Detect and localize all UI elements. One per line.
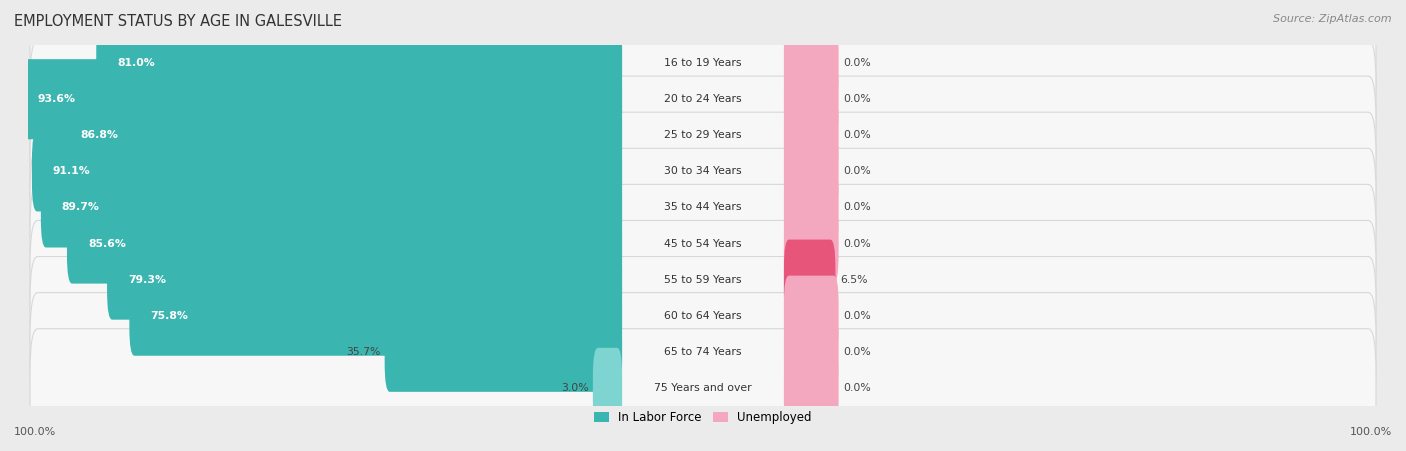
Text: Source: ZipAtlas.com: Source: ZipAtlas.com <box>1274 14 1392 23</box>
FancyBboxPatch shape <box>30 76 1376 194</box>
Legend: In Labor Force, Unemployed: In Labor Force, Unemployed <box>589 406 817 429</box>
Text: 55 to 59 Years: 55 to 59 Years <box>664 275 742 285</box>
FancyBboxPatch shape <box>59 95 621 175</box>
Text: 3.0%: 3.0% <box>561 383 588 393</box>
Text: 0.0%: 0.0% <box>844 166 870 176</box>
FancyBboxPatch shape <box>785 131 838 212</box>
FancyBboxPatch shape <box>785 276 838 356</box>
Text: 20 to 24 Years: 20 to 24 Years <box>664 94 742 104</box>
Text: 16 to 19 Years: 16 to 19 Years <box>664 58 742 68</box>
Text: 30 to 34 Years: 30 to 34 Years <box>664 166 742 176</box>
FancyBboxPatch shape <box>785 203 838 284</box>
FancyBboxPatch shape <box>785 348 838 428</box>
FancyBboxPatch shape <box>30 257 1376 375</box>
FancyBboxPatch shape <box>96 23 621 103</box>
FancyBboxPatch shape <box>785 312 838 392</box>
Text: 100.0%: 100.0% <box>14 428 56 437</box>
FancyBboxPatch shape <box>785 95 838 175</box>
FancyBboxPatch shape <box>385 312 621 392</box>
FancyBboxPatch shape <box>30 148 1376 267</box>
FancyBboxPatch shape <box>41 167 621 248</box>
FancyBboxPatch shape <box>785 239 835 320</box>
Text: 0.0%: 0.0% <box>844 202 870 212</box>
Text: 25 to 29 Years: 25 to 29 Years <box>664 130 742 140</box>
Text: 0.0%: 0.0% <box>844 347 870 357</box>
FancyBboxPatch shape <box>785 23 838 103</box>
Text: 0.0%: 0.0% <box>844 311 870 321</box>
Text: 93.6%: 93.6% <box>37 94 75 104</box>
Text: 91.1%: 91.1% <box>53 166 91 176</box>
FancyBboxPatch shape <box>30 184 1376 303</box>
FancyBboxPatch shape <box>30 40 1376 158</box>
FancyBboxPatch shape <box>593 348 621 428</box>
FancyBboxPatch shape <box>30 293 1376 411</box>
Text: 79.3%: 79.3% <box>128 275 166 285</box>
Text: 0.0%: 0.0% <box>844 383 870 393</box>
Text: 75 Years and over: 75 Years and over <box>654 383 752 393</box>
Text: 6.5%: 6.5% <box>839 275 868 285</box>
Text: 35 to 44 Years: 35 to 44 Years <box>664 202 742 212</box>
Text: 60 to 64 Years: 60 to 64 Years <box>664 311 742 321</box>
FancyBboxPatch shape <box>129 276 621 356</box>
Text: 45 to 54 Years: 45 to 54 Years <box>664 239 742 249</box>
Text: 0.0%: 0.0% <box>844 239 870 249</box>
FancyBboxPatch shape <box>67 203 621 284</box>
Text: 0.0%: 0.0% <box>844 94 870 104</box>
FancyBboxPatch shape <box>32 131 621 212</box>
FancyBboxPatch shape <box>30 329 1376 447</box>
FancyBboxPatch shape <box>30 112 1376 230</box>
FancyBboxPatch shape <box>30 221 1376 339</box>
FancyBboxPatch shape <box>785 59 838 139</box>
Text: 86.8%: 86.8% <box>80 130 118 140</box>
Text: 0.0%: 0.0% <box>844 58 870 68</box>
Text: 89.7%: 89.7% <box>62 202 100 212</box>
Text: 81.0%: 81.0% <box>117 58 155 68</box>
Text: 75.8%: 75.8% <box>150 311 188 321</box>
Text: 100.0%: 100.0% <box>1350 428 1392 437</box>
Text: 85.6%: 85.6% <box>89 239 127 249</box>
Text: 35.7%: 35.7% <box>346 347 380 357</box>
FancyBboxPatch shape <box>107 239 621 320</box>
FancyBboxPatch shape <box>15 59 621 139</box>
Text: EMPLOYMENT STATUS BY AGE IN GALESVILLE: EMPLOYMENT STATUS BY AGE IN GALESVILLE <box>14 14 342 28</box>
Text: 0.0%: 0.0% <box>844 130 870 140</box>
FancyBboxPatch shape <box>30 4 1376 122</box>
FancyBboxPatch shape <box>785 167 838 248</box>
Text: 65 to 74 Years: 65 to 74 Years <box>664 347 742 357</box>
